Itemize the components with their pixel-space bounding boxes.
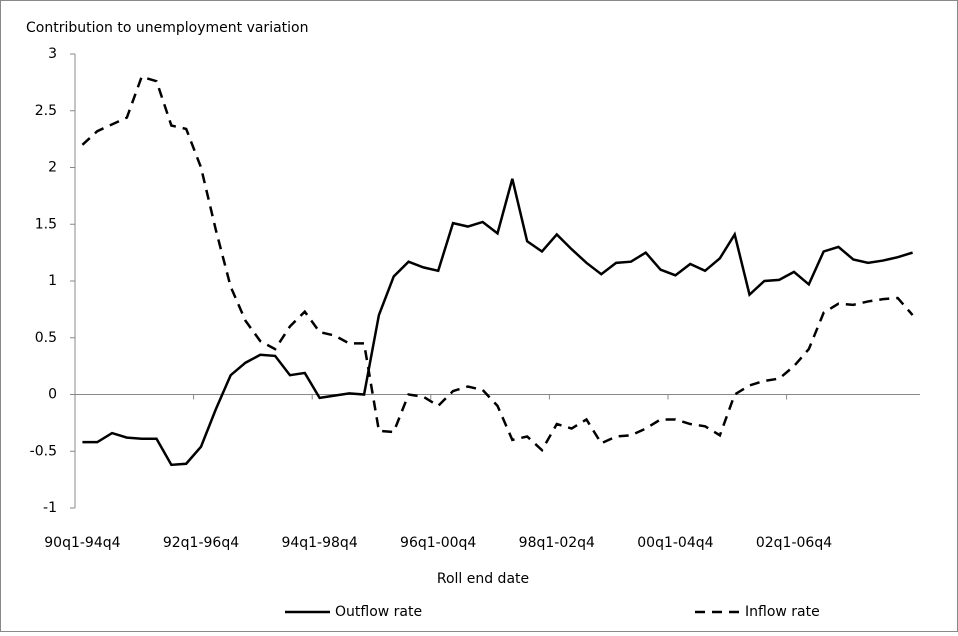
x-tick-label: 02q1-06q4 xyxy=(756,535,832,551)
x-tick-label: 96q1-00q4 xyxy=(400,535,476,551)
x-tick-label: 92q1-96q4 xyxy=(163,535,239,551)
y-tick-label: 2.5 xyxy=(35,103,57,119)
series-line xyxy=(81,75,914,453)
y-tick-label: 1.5 xyxy=(35,216,57,232)
legend-label: Inflow rate xyxy=(745,604,820,620)
x-tick-label: 00q1-04q4 xyxy=(637,535,713,551)
y-tick-label: 2 xyxy=(48,160,57,176)
y-tick-label: 1 xyxy=(48,273,57,289)
x-tick-label: 90q1-94q4 xyxy=(44,535,120,551)
y-tick-label: 3 xyxy=(48,46,57,62)
series-line xyxy=(82,178,913,467)
x-tick-label: 94q1-98q4 xyxy=(281,535,357,551)
x-tick-label: 98q1-02q4 xyxy=(519,535,595,551)
x-axis-title: Roll end date xyxy=(437,571,529,587)
legend-label: Outflow rate xyxy=(335,604,422,620)
y-tick-label: -1 xyxy=(43,500,57,516)
y-tick-label: 0 xyxy=(48,387,57,403)
y-axis-title: Contribution to unemployment variation xyxy=(26,20,308,36)
y-tick-label: -0.5 xyxy=(30,443,57,459)
y-tick-label: 0.5 xyxy=(35,330,57,346)
